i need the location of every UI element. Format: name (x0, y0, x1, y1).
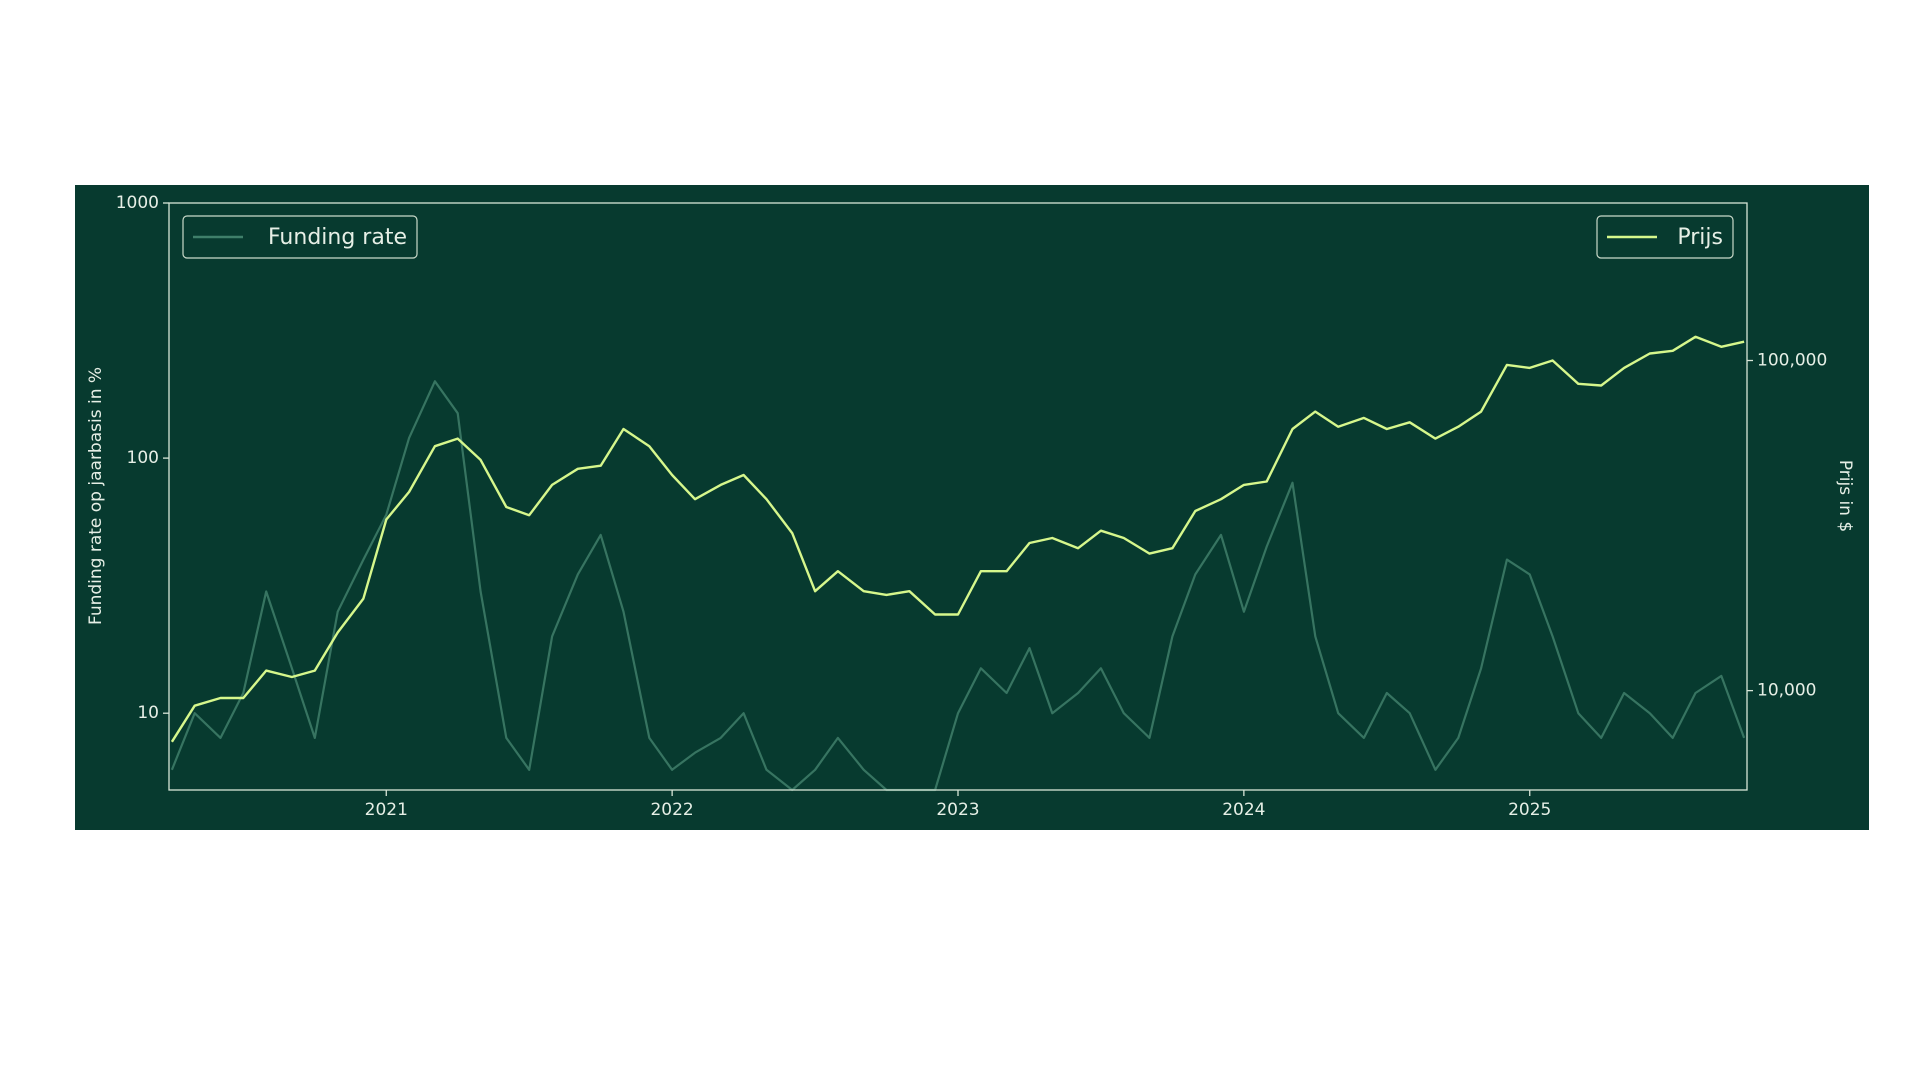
legend-label: Prijs (1677, 225, 1723, 250)
series-line (170, 335, 1745, 743)
x-tick-label: 2025 (1508, 800, 1551, 820)
series-line (170, 380, 1746, 792)
x-tick-label: 2023 (936, 800, 979, 820)
x-tick-label: 2021 (365, 800, 408, 820)
legend-label: Funding rate (268, 225, 407, 250)
y2-tick-label: 100,000 (1757, 351, 1827, 371)
legend-box (1596, 215, 1734, 259)
y-axis-label: Funding rate op jaarbasis in % (86, 367, 106, 625)
chart-panel (75, 185, 1869, 830)
y-tick-label: 1000 (116, 193, 159, 213)
y-tick-label: 10 (137, 703, 159, 723)
y2-tick-label: 10,000 (1757, 681, 1816, 701)
x-tick-label: 2024 (1222, 800, 1265, 820)
x-tick-label: 2022 (650, 800, 693, 820)
y2-axis-label: Prijs in $ (1835, 460, 1855, 532)
legend-box (182, 215, 418, 259)
y-tick-label: 100 (127, 448, 159, 468)
